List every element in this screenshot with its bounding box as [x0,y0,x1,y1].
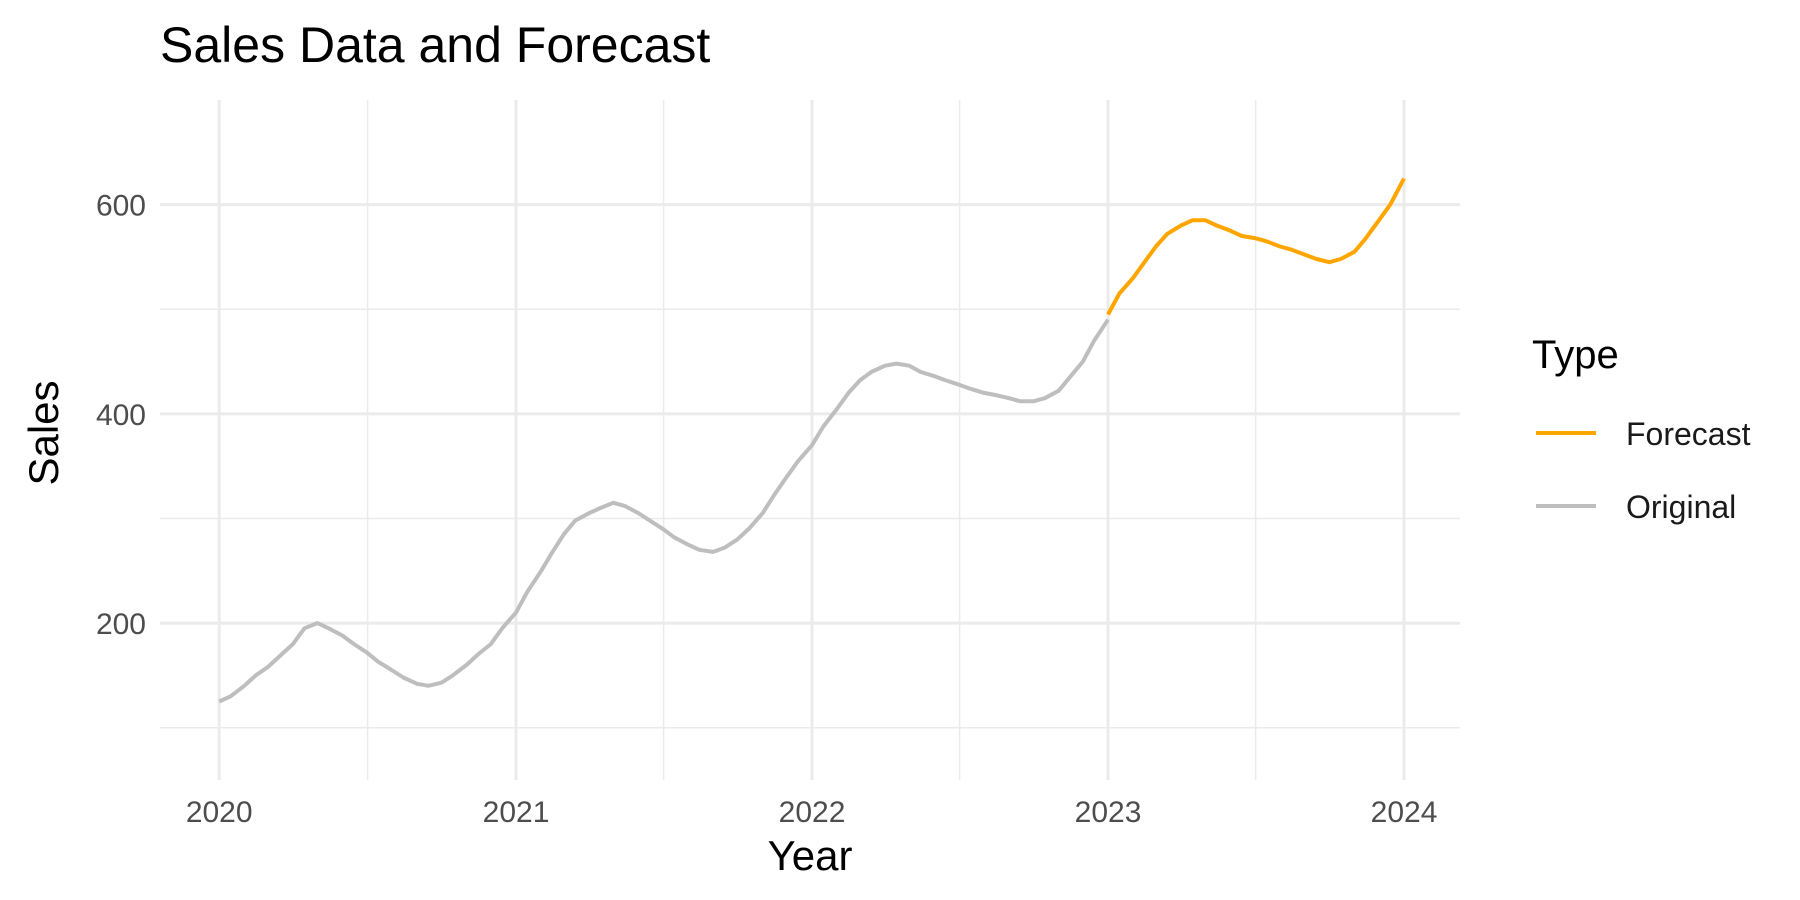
grid-major-y [160,203,1460,625]
chart-title: Sales Data and Forecast [160,17,710,73]
y-tick-label-600: 600 [96,190,146,223]
x-tick-label-2021: 2021 [483,796,550,829]
y-tick-label-400: 400 [96,399,146,432]
x-tick-label-2023: 2023 [1075,796,1142,829]
x-tick-label-2024: 2024 [1371,796,1438,829]
y-axis-title: Sales [20,380,67,485]
grid-minor-x [366,100,1257,780]
series-lines [218,177,1406,704]
y-axis: 200 400 600 [96,190,146,641]
series-line-original [218,318,1110,704]
series-line-forecast [1106,177,1406,316]
plot-area [160,100,1460,780]
x-tick-label-2022: 2022 [779,796,846,829]
legend-label-original: Original [1626,489,1736,525]
x-axis: 2020 2021 2022 2023 2024 [186,796,1438,829]
y-tick-label-200: 200 [96,608,146,641]
grid-major-x [217,100,1406,780]
legend-title: Type [1532,333,1619,377]
x-axis-title: Year [768,832,853,879]
legend: Type Forecast Original [1532,333,1751,525]
legend-label-forecast: Forecast [1626,416,1751,452]
x-tick-label-2020: 2020 [186,796,253,829]
grid-minor-y [160,308,1460,729]
